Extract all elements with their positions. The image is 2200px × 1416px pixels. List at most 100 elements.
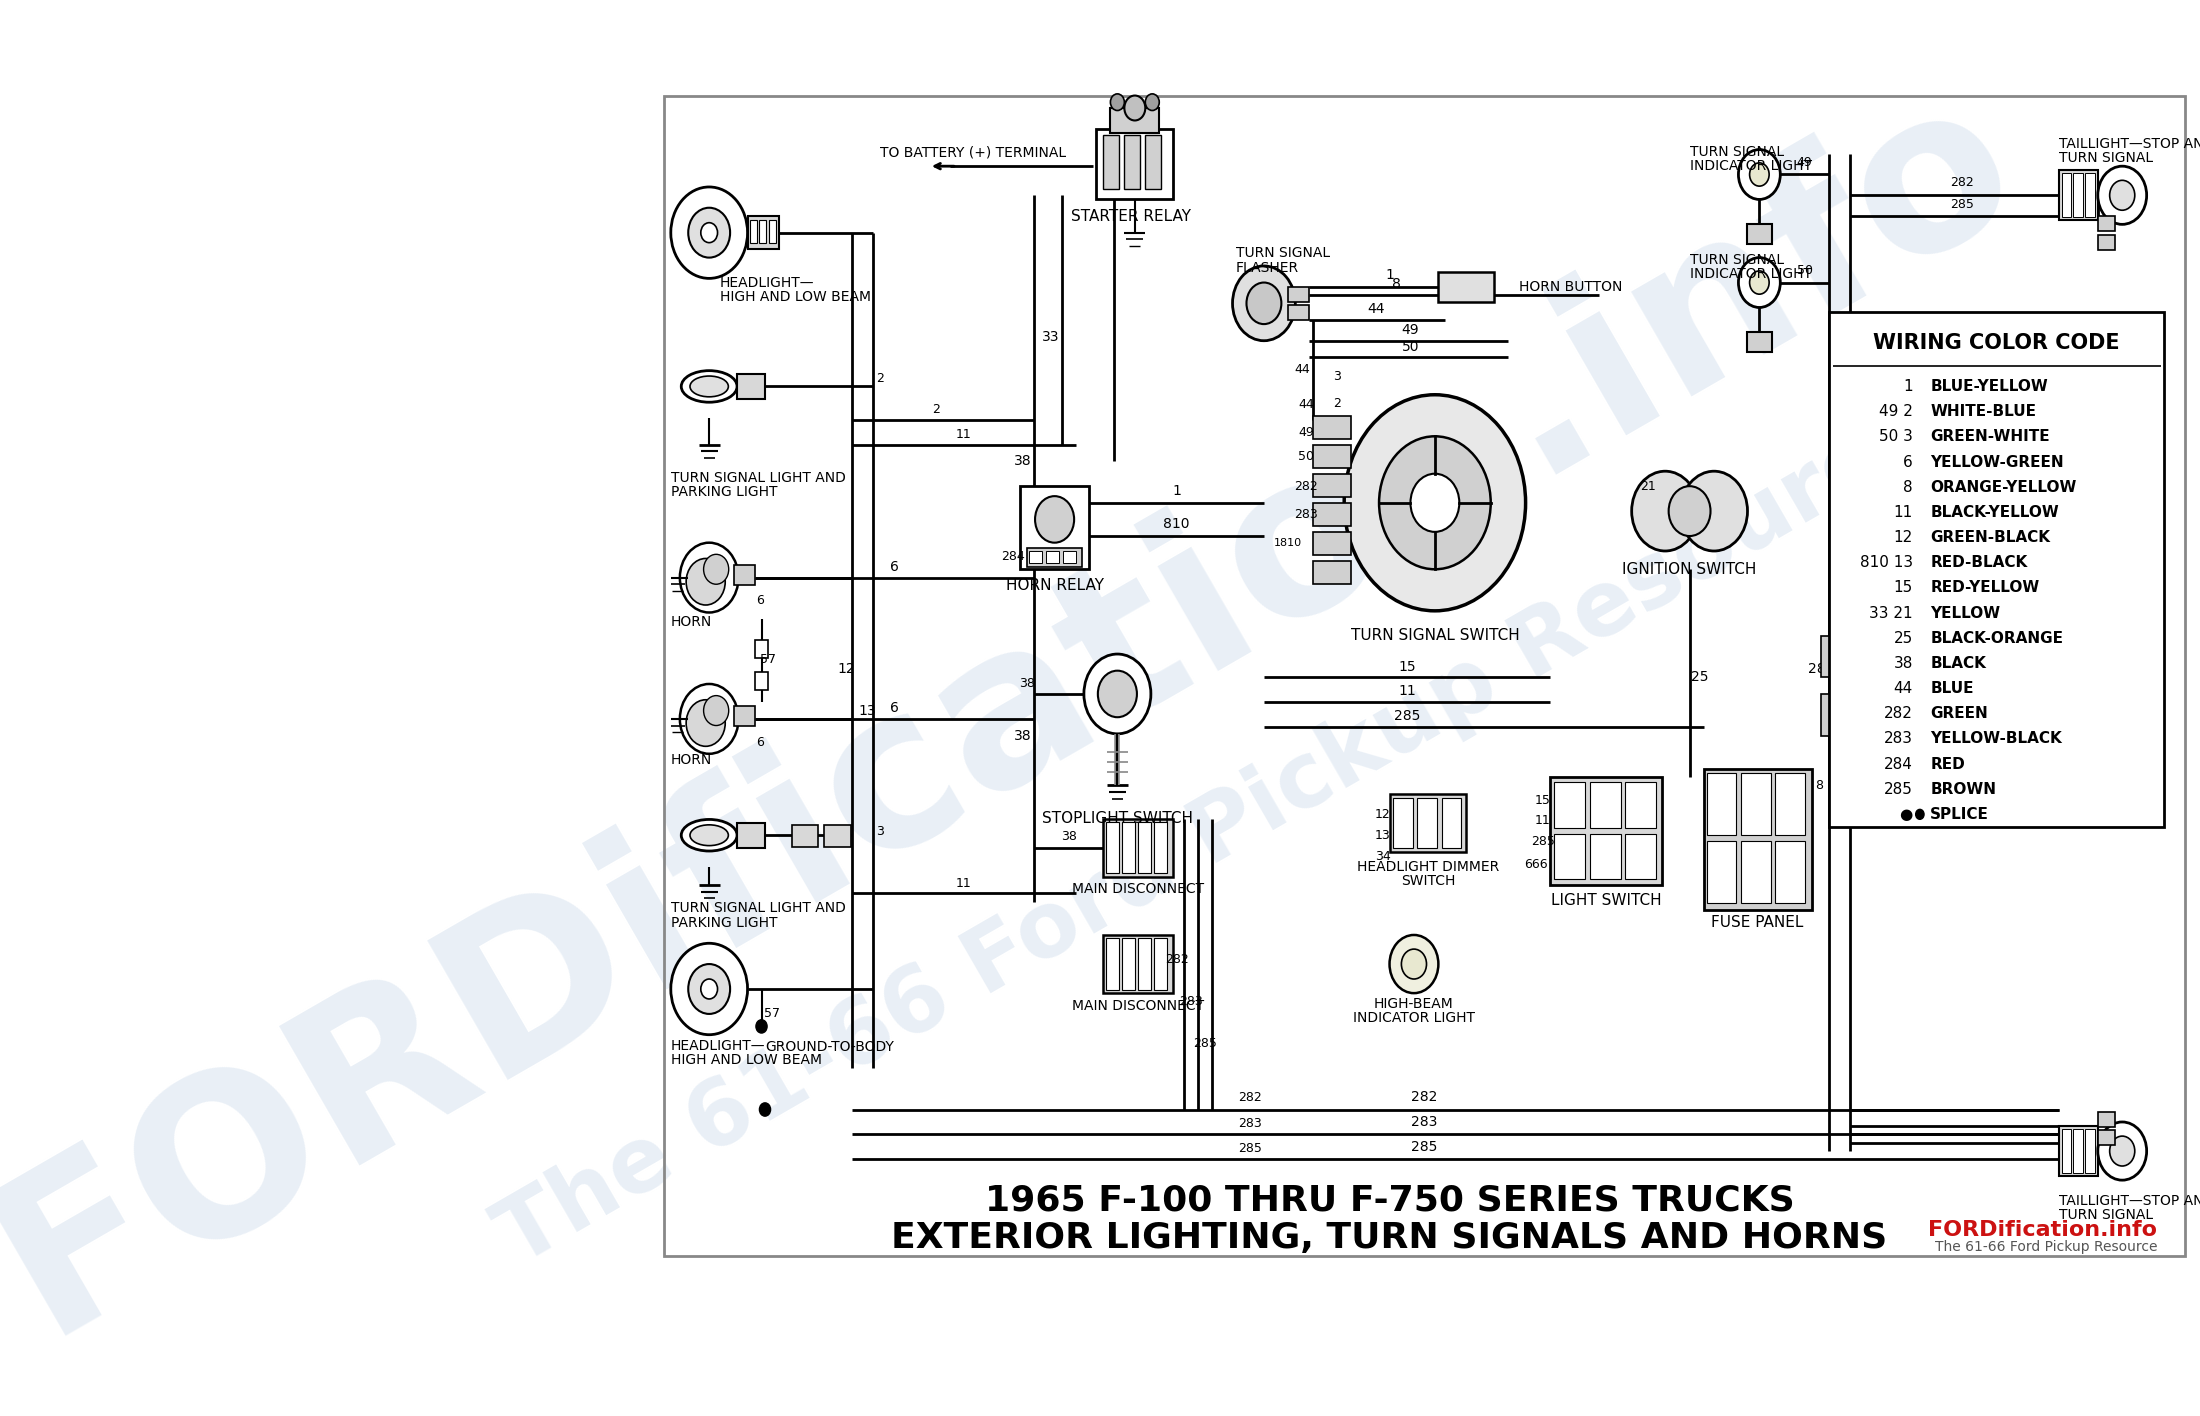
Bar	[1124, 136, 1140, 190]
Bar	[792, 826, 818, 847]
Text: 282: 282	[1808, 663, 1835, 675]
Bar	[1626, 834, 1657, 879]
Text: 15: 15	[1894, 581, 1912, 595]
Text: 38: 38	[1894, 656, 1912, 671]
Text: PARKING LIGHT: PARKING LIGHT	[671, 486, 777, 498]
Circle shape	[759, 1103, 770, 1116]
Text: 282: 282	[1883, 707, 1912, 721]
Circle shape	[1146, 93, 1159, 110]
Bar	[1111, 108, 1159, 133]
Bar	[1146, 136, 1162, 190]
Text: 12: 12	[838, 663, 856, 675]
Text: 49: 49	[1797, 156, 1813, 169]
Text: TURN SIGNAL: TURN SIGNAL	[1690, 253, 1784, 268]
Circle shape	[1111, 93, 1124, 110]
Text: 8: 8	[1393, 278, 1401, 292]
Bar	[1828, 312, 2165, 827]
Text: INDICATOR LIGHT: INDICATOR LIGHT	[1353, 1011, 1474, 1025]
Text: HORN: HORN	[671, 615, 713, 629]
Text: HORN RELAY: HORN RELAY	[1005, 578, 1104, 593]
Text: HEADLIGHT—: HEADLIGHT—	[719, 276, 814, 289]
Text: 2: 2	[933, 404, 939, 416]
Text: 38: 38	[1019, 677, 1034, 691]
Bar	[1551, 777, 1661, 885]
Circle shape	[1401, 949, 1426, 978]
Bar	[1393, 797, 1412, 848]
Text: YELLOW-GREEN: YELLOW-GREEN	[1929, 455, 2064, 470]
Text: INDICATOR LIGHT: INDICATOR LIGHT	[1690, 159, 1811, 173]
Text: TO BATTERY (+) TERMINAL: TO BATTERY (+) TERMINAL	[880, 144, 1067, 159]
Text: 11: 11	[1536, 814, 1551, 827]
Text: BLACK: BLACK	[1929, 656, 1987, 671]
Text: 50: 50	[1298, 450, 1313, 463]
Text: HIGH AND LOW BEAM: HIGH AND LOW BEAM	[671, 1052, 823, 1066]
Text: 21: 21	[1639, 480, 1657, 493]
Bar	[1107, 939, 1120, 990]
Text: 1: 1	[1173, 484, 1181, 498]
Circle shape	[1916, 810, 1925, 820]
Bar	[1313, 445, 1351, 467]
Circle shape	[689, 964, 730, 1014]
Text: 284: 284	[1001, 551, 1025, 564]
Text: FLASHER: FLASHER	[1236, 261, 1300, 275]
Bar	[1313, 503, 1351, 527]
Text: TURN SIGNAL LIGHT AND: TURN SIGNAL LIGHT AND	[671, 902, 845, 915]
Bar	[1439, 272, 1494, 302]
Text: 6: 6	[889, 559, 898, 573]
Bar	[1027, 548, 1082, 566]
Text: 8: 8	[1903, 480, 1912, 494]
Circle shape	[1681, 472, 1747, 551]
Circle shape	[1632, 472, 1698, 551]
Text: TURN SIGNAL LIGHT AND: TURN SIGNAL LIGHT AND	[671, 472, 845, 484]
Text: RED: RED	[1929, 756, 1965, 772]
Text: 49 2: 49 2	[1879, 404, 1912, 419]
Circle shape	[680, 684, 739, 753]
Bar	[1107, 821, 1120, 874]
Bar	[1740, 841, 1771, 903]
Circle shape	[757, 1020, 768, 1034]
Text: 11: 11	[957, 877, 972, 889]
Text: 15: 15	[1536, 794, 1551, 807]
Circle shape	[704, 554, 728, 585]
Text: WIRING COLOR CODE: WIRING COLOR CODE	[1874, 333, 2121, 353]
Text: TURN SIGNAL: TURN SIGNAL	[2059, 1208, 2154, 1222]
Text: 666: 666	[1525, 858, 1549, 871]
Circle shape	[1738, 150, 1780, 200]
Text: WHITE-BLUE: WHITE-BLUE	[1929, 404, 2037, 419]
Circle shape	[2110, 180, 2134, 210]
Bar	[1747, 333, 1771, 353]
Circle shape	[702, 222, 717, 242]
Text: MAIN DISCONNECT: MAIN DISCONNECT	[1071, 882, 1203, 896]
Text: FUSE PANEL: FUSE PANEL	[1712, 915, 1804, 930]
Text: MAIN DISCONNECT: MAIN DISCONNECT	[1071, 998, 1203, 1012]
Bar	[1155, 939, 1166, 990]
Bar	[2072, 173, 2083, 217]
Text: 283: 283	[1239, 1117, 1263, 1130]
Bar	[1707, 773, 1736, 835]
Circle shape	[1749, 270, 1769, 295]
Circle shape	[686, 700, 726, 746]
Bar	[1553, 782, 1584, 828]
Text: 283: 283	[1179, 995, 1203, 1008]
Text: 285: 285	[1531, 835, 1555, 848]
Text: 50: 50	[1401, 340, 1419, 354]
Text: 3: 3	[1333, 370, 1342, 382]
Bar	[1417, 797, 1437, 848]
Bar	[1137, 821, 1151, 874]
Text: The 61-66 Ford Pickup Resource: The 61-66 Ford Pickup Resource	[1934, 1239, 2158, 1253]
Bar	[737, 823, 766, 848]
Text: 15: 15	[1399, 660, 1417, 674]
Text: SWITCH: SWITCH	[1401, 874, 1454, 888]
Text: BLACK-ORANGE: BLACK-ORANGE	[1929, 630, 2064, 646]
Bar	[2086, 173, 2094, 217]
Text: 13: 13	[858, 704, 876, 718]
Bar	[1390, 794, 1465, 852]
Bar	[1313, 415, 1351, 439]
Text: FORDification.info: FORDification.info	[1927, 1221, 2158, 1240]
Circle shape	[2110, 1136, 2134, 1165]
Text: 285: 285	[1410, 1140, 1437, 1154]
Bar	[1137, 939, 1151, 990]
Text: IGNITION SWITCH: IGNITION SWITCH	[1621, 562, 1758, 576]
Circle shape	[1232, 266, 1296, 341]
Circle shape	[1668, 486, 1712, 537]
